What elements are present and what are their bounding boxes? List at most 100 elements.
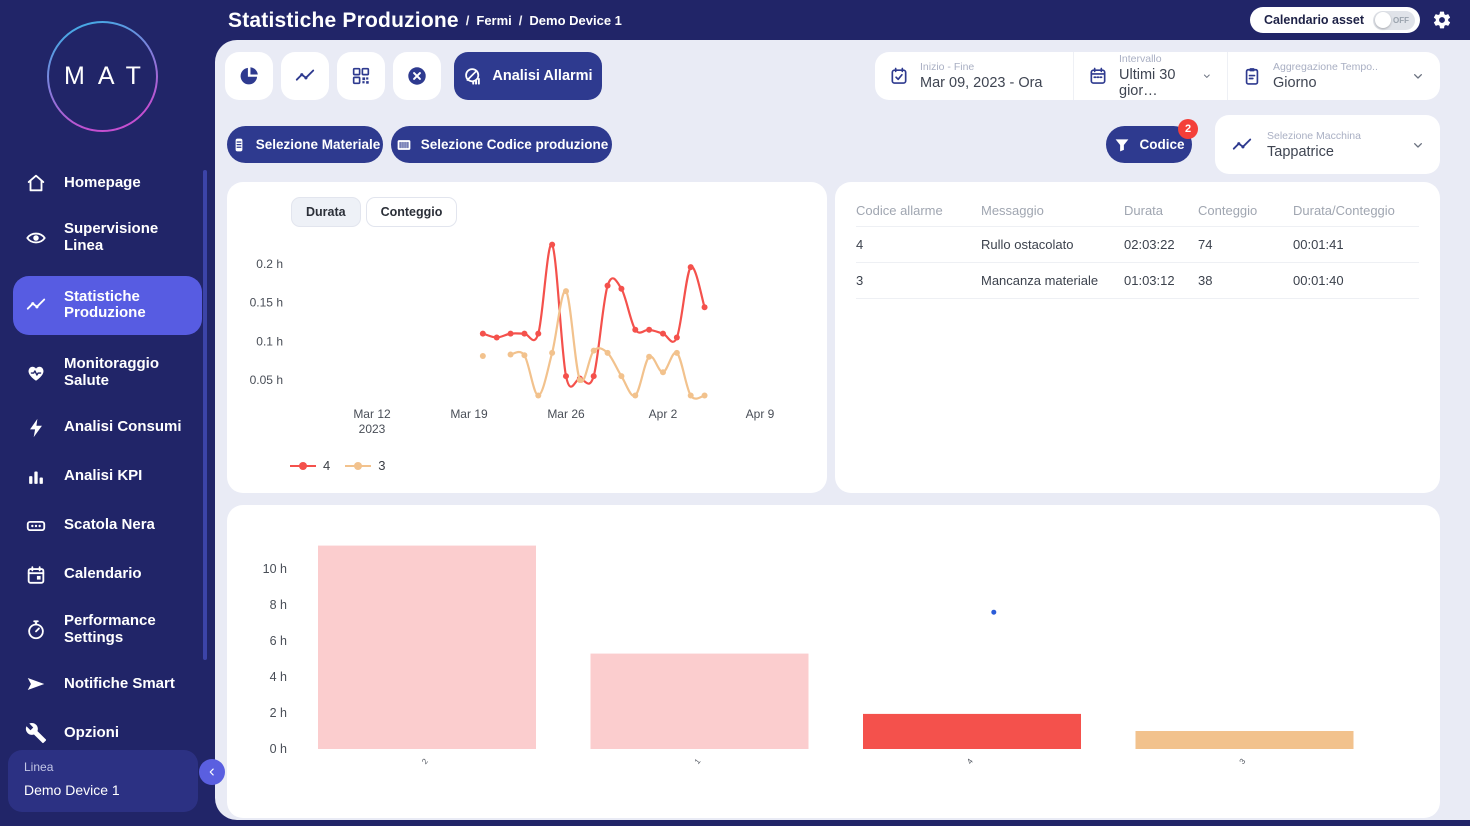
table-cell: 00:01:41 — [1293, 237, 1419, 252]
sidebar-item-calendario[interactable]: Calendario — [13, 558, 202, 592]
alarm-bar-chart: 0 h2 h4 h6 h8 h10 h2143 — [227, 505, 1440, 818]
view-button-grid[interactable] — [337, 52, 385, 100]
sidebar-item-opzioni[interactable]: Opzioni — [13, 716, 202, 750]
clipboard-icon — [1242, 66, 1262, 86]
svg-text:2: 2 — [420, 757, 430, 766]
legend-item-4[interactable]: 4 — [289, 458, 330, 473]
main-panel: Analisi Allarmi Inizio - Fine Mar 09, 20… — [215, 40, 1470, 820]
sidebar-item-analisi-consumi[interactable]: Analisi Consumi — [13, 411, 202, 445]
trend-icon — [294, 65, 316, 87]
sidebar-item-label: Statistiche Produzione — [64, 289, 194, 323]
date-range-picker[interactable]: Inizio - Fine Mar 09, 2023 - Ora — [875, 52, 1073, 100]
table-header-row: Codice allarmeMessaggioDurataConteggioDu… — [856, 194, 1419, 227]
alarm-analysis-icon — [463, 66, 484, 87]
calendar-asset-toggle[interactable]: Calendario asset OFF — [1250, 7, 1420, 33]
calendar-icon — [1088, 66, 1108, 86]
table-cell: 01:03:12 — [1124, 273, 1198, 288]
interval-select[interactable]: Intervallo Ultimi 30 gior… — [1073, 52, 1227, 100]
sidebar-item-label: Calendario — [64, 566, 142, 583]
production-code-button-label: Selezione Codice produzione — [421, 137, 609, 152]
barcode-icon — [395, 136, 413, 154]
calendar-check-icon — [889, 66, 909, 86]
table-header-cell: Messaggio — [981, 203, 1124, 218]
sidebar-item-label: Notifiche Smart — [64, 676, 175, 693]
alarm-table: Codice allarmeMessaggioDurataConteggioDu… — [835, 182, 1440, 299]
sidebar-collapse-button[interactable] — [199, 759, 225, 785]
table-row: 3Mancanza materiale01:03:123800:01:40 — [856, 263, 1419, 299]
svg-text:Apr 9: Apr 9 — [746, 407, 775, 421]
sidebar-item-monitoraggio-salute[interactable]: Monitoraggio Salute — [13, 350, 202, 396]
svg-text:0.2 h: 0.2 h — [256, 257, 283, 271]
svg-text:8 h: 8 h — [270, 598, 287, 612]
filter-icon — [1113, 136, 1131, 154]
view-button-pie[interactable] — [225, 52, 273, 100]
page-title: Statistiche Produzione — [228, 9, 459, 33]
chart-legend: 43 — [289, 458, 385, 473]
sidebar: MAT HomepageSupervisione LineaStatistich… — [0, 0, 215, 826]
production-code-select-button[interactable]: Selezione Codice produzione — [391, 126, 612, 163]
sidebar-item-homepage[interactable]: Homepage — [13, 166, 202, 200]
line-label: Linea — [24, 760, 182, 774]
trend-icon — [1231, 134, 1253, 156]
interval-label: Intervallo — [1119, 53, 1191, 65]
machine-select-label: Selezione Macchina — [1267, 130, 1361, 142]
view-button-close[interactable] — [393, 52, 441, 100]
sidebar-item-supervisione-linea[interactable]: Supervisione Linea — [13, 215, 202, 261]
code-filter-button[interactable]: Codice 2 — [1106, 126, 1192, 163]
sidebar-item-statistiche-produzione[interactable]: Statistiche Produzione — [13, 276, 202, 336]
table-cell: 74 — [1198, 237, 1293, 252]
table-row: 4Rullo ostacolato02:03:227400:01:41 — [856, 227, 1419, 263]
material-select-button[interactable]: Selezione Materiale — [227, 126, 383, 163]
chevron-down-icon — [1410, 137, 1426, 153]
view-button-trend[interactable] — [281, 52, 329, 100]
pie-icon — [238, 65, 260, 87]
aggregation-select[interactable]: Aggregazione Tempo.. Giorno — [1227, 52, 1440, 100]
sidebar-item-analisi-kpi[interactable]: Analisi KPI — [13, 460, 202, 494]
table-cell: 00:01:40 — [1293, 273, 1419, 288]
machine-select[interactable]: Selezione Macchina Tappatrice — [1215, 115, 1440, 174]
sidebar-footer: Linea Demo Device 1 — [8, 750, 198, 812]
breadcrumb-item[interactable]: Fermi — [476, 13, 511, 28]
svg-text:2 h: 2 h — [270, 706, 287, 720]
svg-text:1: 1 — [693, 757, 703, 766]
sidebar-item-performance-settings[interactable]: Performance Settings — [13, 607, 202, 653]
sidebar-item-label: Scatola Nera — [64, 517, 155, 534]
svg-text:Mar 26: Mar 26 — [547, 407, 585, 421]
sidebar-item-label: Homepage — [64, 175, 141, 192]
bars-icon — [25, 466, 47, 488]
table-cell: Rullo ostacolato — [981, 237, 1124, 252]
sidebar-item-notifiche-smart[interactable]: Notifiche Smart — [13, 667, 202, 701]
sidebar-item-label: Performance Settings — [64, 613, 194, 647]
svg-text:10 h: 10 h — [263, 562, 287, 576]
sidebar-item-label: Analisi KPI — [64, 468, 142, 485]
close-icon — [406, 65, 428, 87]
legend-item-3[interactable]: 3 — [344, 458, 385, 473]
wrench-icon — [25, 722, 47, 744]
tab-durata[interactable]: Durata — [291, 197, 361, 227]
table-cell: 38 — [1198, 273, 1293, 288]
sidebar-item-label: Opzioni — [64, 725, 119, 742]
table-cell: Mancanza materiale — [981, 273, 1124, 288]
heart-icon — [25, 362, 47, 384]
toggle-switch[interactable]: OFF — [1373, 11, 1415, 30]
material-icon — [230, 136, 248, 154]
alarm-analysis-button[interactable]: Analisi Allarmi — [454, 52, 602, 100]
svg-text:4: 4 — [965, 757, 975, 766]
code-filter-label: Codice — [1139, 137, 1184, 152]
svg-text:Mar 19: Mar 19 — [450, 407, 488, 421]
tab-conteggio[interactable]: Conteggio — [366, 197, 458, 227]
svg-text:0.15 h: 0.15 h — [250, 296, 283, 310]
sidebar-scrollbar[interactable] — [203, 170, 207, 660]
sidebar-item-scatola-nera[interactable]: Scatola Nera — [13, 509, 202, 543]
breadcrumb-item[interactable]: Demo Device 1 — [529, 13, 622, 28]
machine-select-value: Tappatrice — [1267, 144, 1361, 160]
aggregation-value: Giorno — [1273, 75, 1378, 91]
gear-icon[interactable] — [1432, 10, 1452, 30]
table-cell: 02:03:22 — [1124, 237, 1198, 252]
table-header-cell: Durata — [1124, 203, 1198, 218]
table-cell: 4 — [856, 237, 981, 252]
filter-count-badge: 2 — [1178, 119, 1198, 139]
svg-text:0.05 h: 0.05 h — [250, 373, 283, 387]
material-button-label: Selezione Materiale — [256, 137, 381, 152]
sidebar-item-label: Monitoraggio Salute — [64, 356, 194, 390]
